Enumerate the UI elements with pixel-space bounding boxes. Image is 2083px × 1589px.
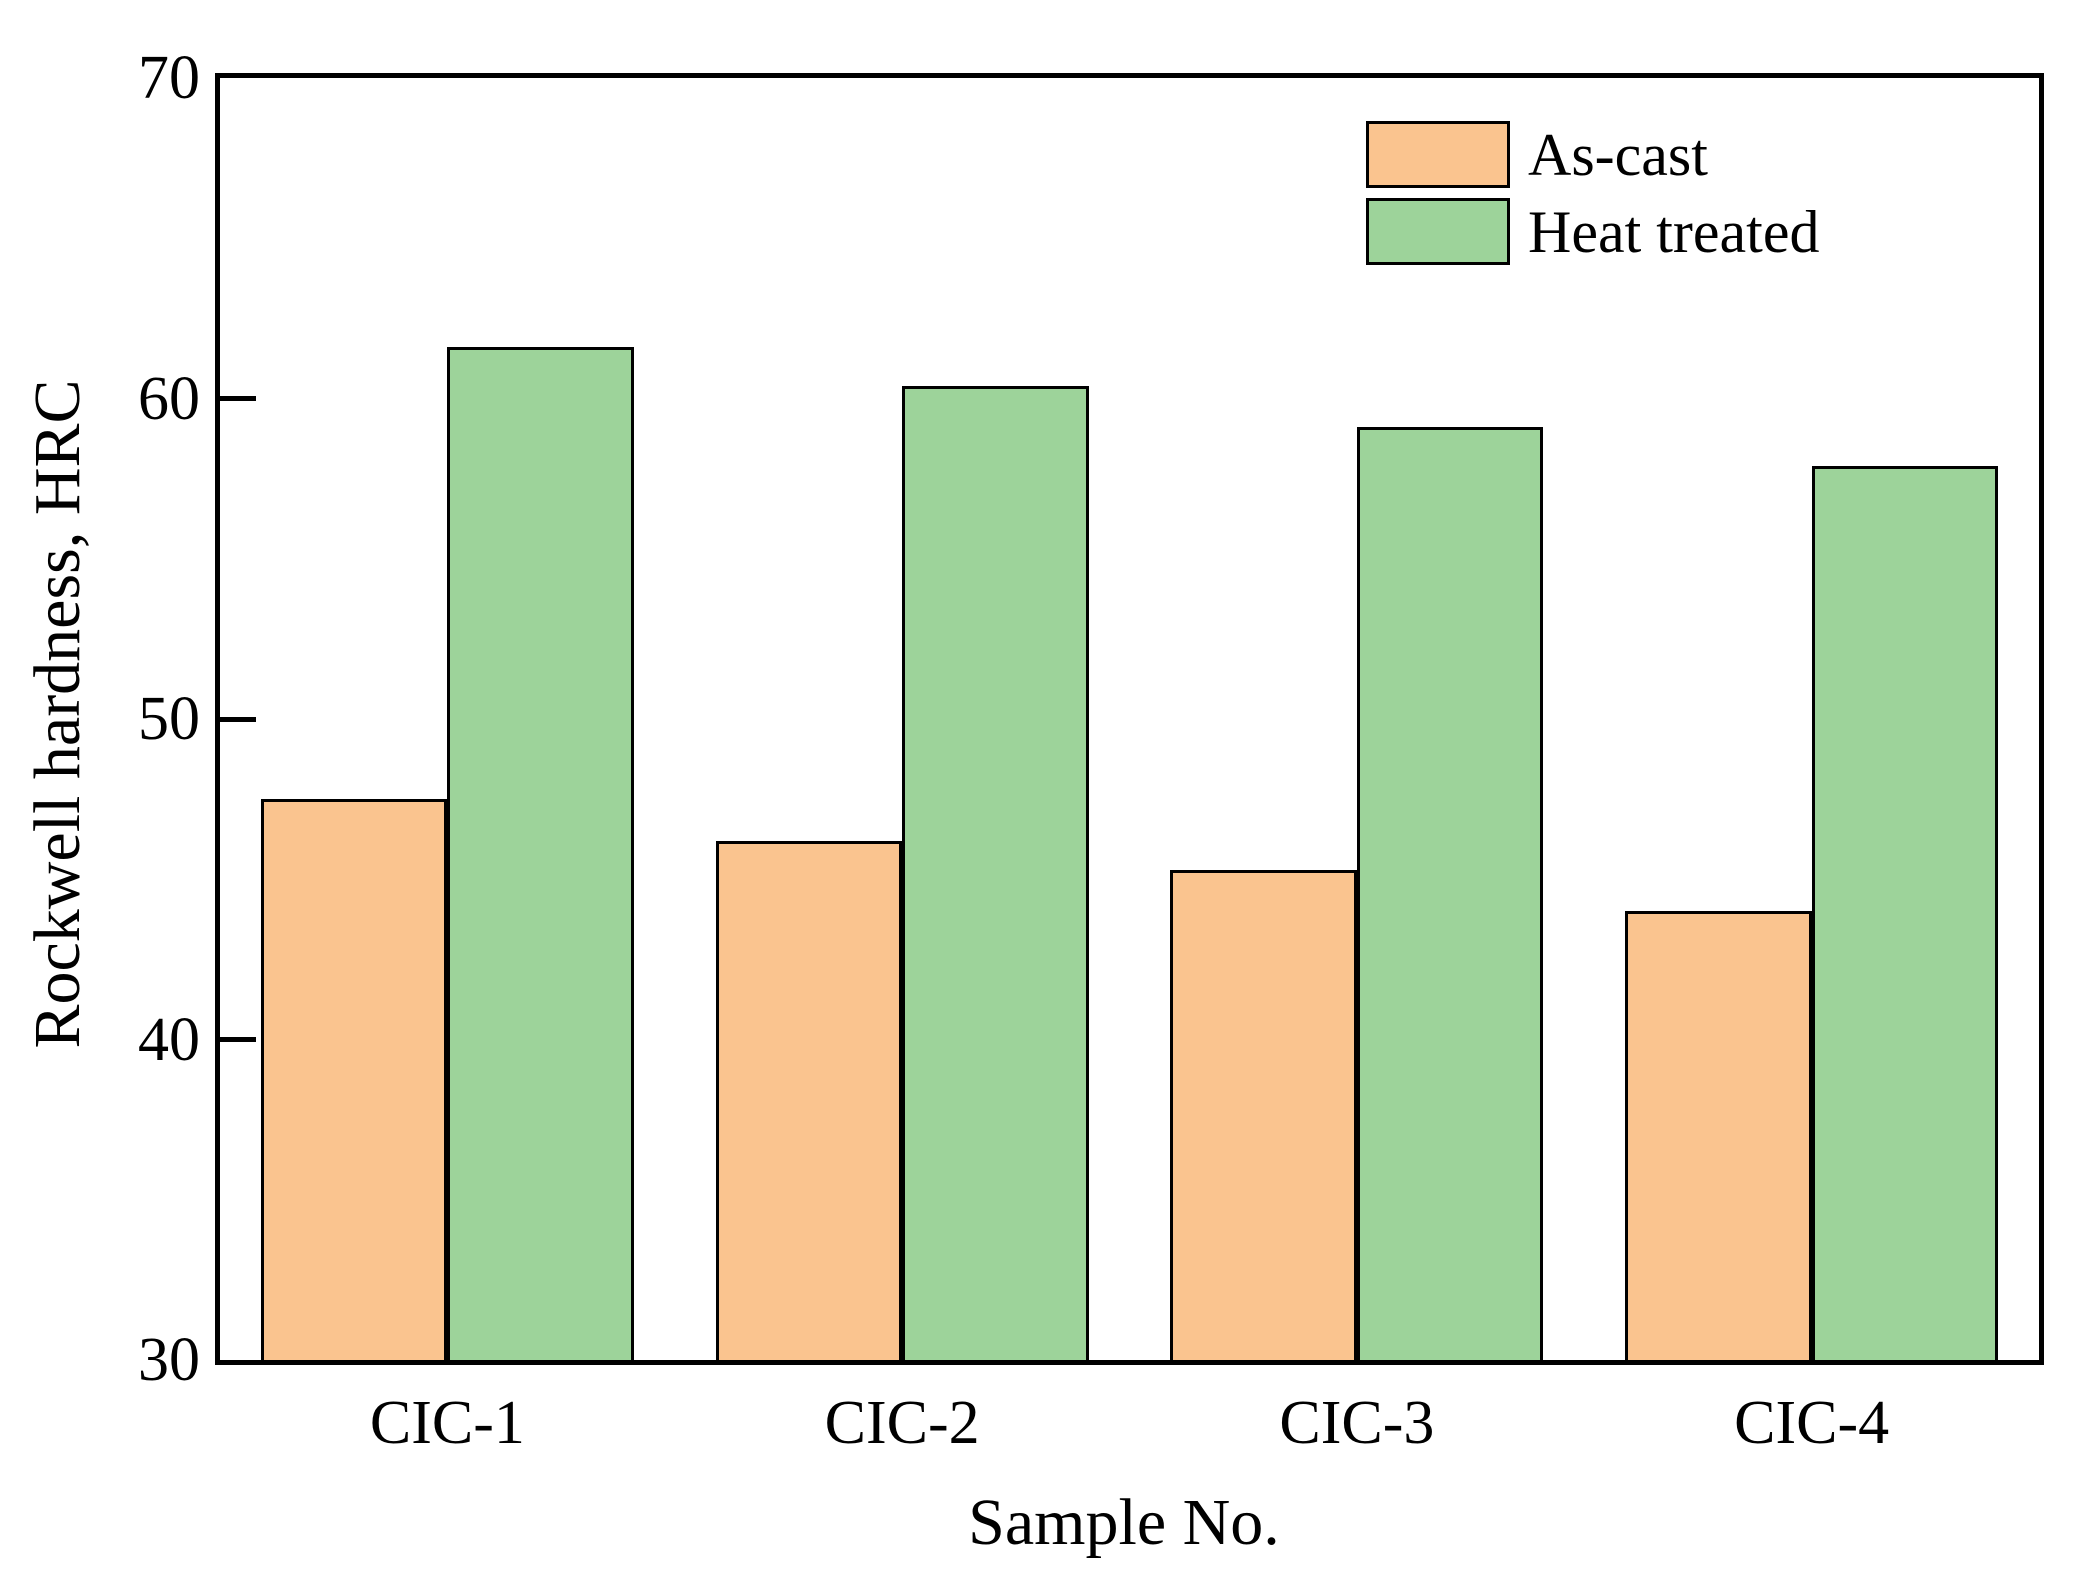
x-tick-label-cic-3: CIC-3 xyxy=(1279,1389,1435,1457)
legend-item-as-cast: As-cast xyxy=(1366,121,1819,188)
x-axis-title: Sample No. xyxy=(968,1486,1280,1559)
bar-heat-treated-cic-1 xyxy=(447,347,634,1360)
y-tick-label-60: 60 xyxy=(138,364,200,433)
y-axis-title: Rockwell hardness, HRC xyxy=(21,379,94,1049)
legend: As-cast Heat treated xyxy=(1366,121,1819,265)
x-tick-label-cic-2: CIC-2 xyxy=(824,1389,980,1457)
legend-swatch-as-cast xyxy=(1366,121,1510,188)
y-tick-mark-60 xyxy=(220,396,256,401)
plot-area: As-cast Heat treated 30 40 50 60 70 CIC-1 CIC-2… xyxy=(138,47,2044,1454)
bar-as-cast-cic-3 xyxy=(1170,869,1357,1360)
bar-heat-treated-cic-4 xyxy=(1811,465,1999,1360)
bar-as-cast-cic-4 xyxy=(1625,911,1812,1360)
bar-heat-treated-cic-2 xyxy=(902,385,1089,1360)
legend-label-heat-treated: Heat treated xyxy=(1528,198,1820,265)
x-tick-label-cic-1: CIC-1 xyxy=(369,1389,525,1457)
y-tick-label-30: 30 xyxy=(138,1326,200,1394)
legend-item-heat-treated: Heat treated xyxy=(1366,198,1819,265)
bar-heat-treated-cic-3 xyxy=(1356,427,1544,1360)
legend-label-as-cast: As-cast xyxy=(1528,121,1708,188)
legend-swatch-heat-treated xyxy=(1366,198,1510,265)
y-tick-label-70: 70 xyxy=(138,44,200,112)
y-tick-mark-50 xyxy=(220,716,256,722)
bar-as-cast-cic-2 xyxy=(715,840,903,1360)
bar-as-cast-cic-1 xyxy=(260,799,448,1360)
y-tick-label-40: 40 xyxy=(138,1005,200,1074)
y-tick-mark-40 xyxy=(220,1037,256,1042)
x-tick-label-cic-4: CIC-4 xyxy=(1734,1389,1890,1457)
y-tick-label-50: 50 xyxy=(138,685,200,753)
